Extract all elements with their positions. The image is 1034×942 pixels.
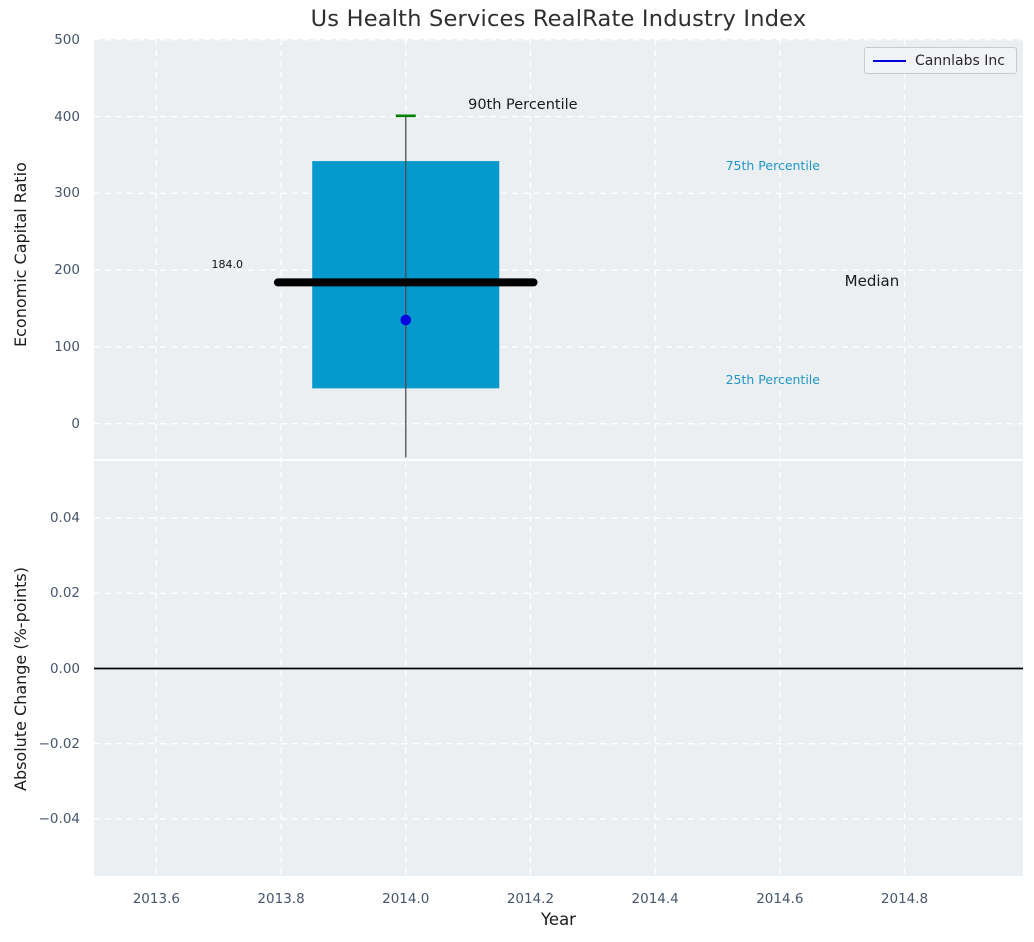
annotation-184-0: 184.0 — [211, 257, 244, 271]
x-tick-label: 2013.6 — [132, 891, 180, 907]
plot-canvas — [94, 39, 1023, 459]
x-tick-label: 2014.4 — [631, 891, 679, 907]
bottom-y-tick-label: −0.04 — [38, 810, 80, 827]
annotation-25th-percentile: 25th Percentile — [725, 372, 820, 388]
top-y-tick-label: 500 — [54, 31, 80, 48]
bottom-y-axis-label: Absolute Change (%-points) — [11, 567, 30, 791]
x-tick-label: 2014.0 — [382, 891, 430, 907]
company-data-point[interactable] — [400, 314, 412, 326]
top-plot-area: 90th Percentile 75th Percentile Median 25th… — [94, 39, 1023, 459]
legend-line-icon — [873, 59, 906, 62]
chart-title: Us Health Services RealRate Industry Ind… — [310, 6, 807, 32]
legend-label: Cannlabs Inc — [915, 52, 1005, 69]
annotation-75th-percentile: 75th Percentile — [725, 158, 820, 174]
annotation-90th-percentile: 90th Percentile — [468, 96, 578, 113]
legend[interactable]: Cannlabs Inc — [864, 47, 1017, 74]
top-y-axis-label: Economic Capital Ratio — [11, 162, 30, 347]
plot-canvas — [94, 461, 1023, 876]
bottom-y-tick-label: 0.04 — [49, 510, 80, 527]
x-tick-label: 2014.8 — [880, 891, 929, 907]
top-y-tick-label: 400 — [54, 108, 80, 125]
annotation-median: Median — [844, 271, 900, 290]
bottom-plot-area — [94, 461, 1023, 876]
x-axis-label: Year — [541, 910, 576, 929]
x-tick-label: 2014.2 — [506, 891, 555, 907]
top-y-tick-label: 0 — [71, 415, 80, 432]
x-tick-label: 2013.8 — [257, 891, 305, 907]
x-tick-label: 2014.6 — [756, 891, 804, 907]
